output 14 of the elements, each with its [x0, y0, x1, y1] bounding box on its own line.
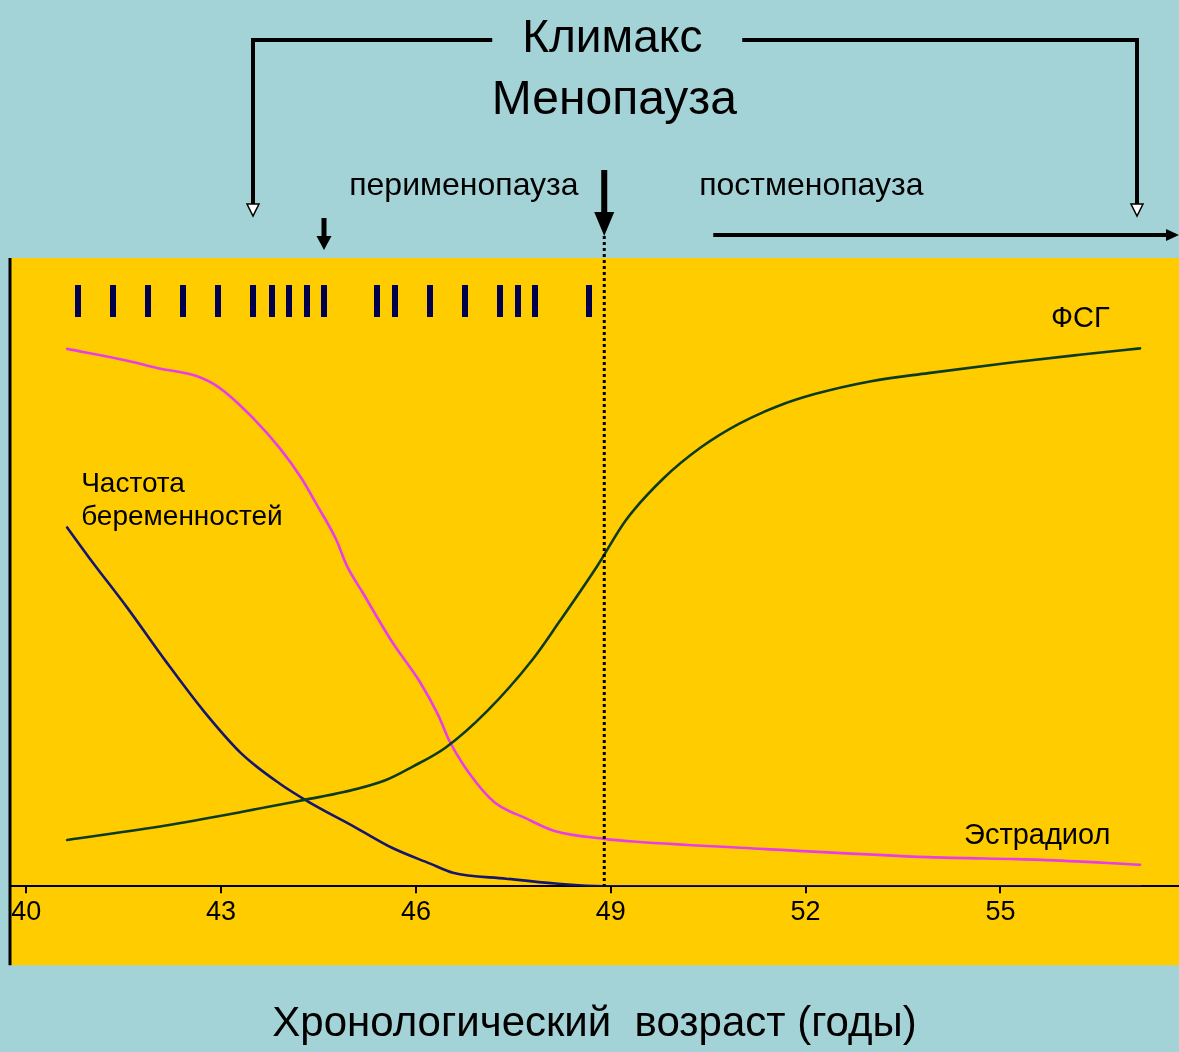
- x-tick-label: 46: [400, 895, 431, 926]
- series-label: Эстрадиол: [964, 817, 1111, 852]
- text: постменопауза: [699, 166, 924, 203]
- x-tick-label: 55: [985, 895, 1016, 926]
- chart-title: Климакс: [522, 10, 703, 63]
- x-tick-label: 40: [11, 895, 42, 926]
- x-axis-title: Хронологический возраст (годы): [272, 998, 917, 1046]
- series-label: ФСГ: [1051, 301, 1110, 335]
- ref-line-label: Менопауза: [491, 70, 738, 126]
- x-tick-label: 49: [595, 895, 626, 926]
- x-tick-label: 52: [790, 895, 821, 926]
- series-label: Частота беременностей: [81, 467, 283, 532]
- text: перименопауза: [349, 166, 579, 203]
- x-tick-label: 43: [206, 895, 237, 926]
